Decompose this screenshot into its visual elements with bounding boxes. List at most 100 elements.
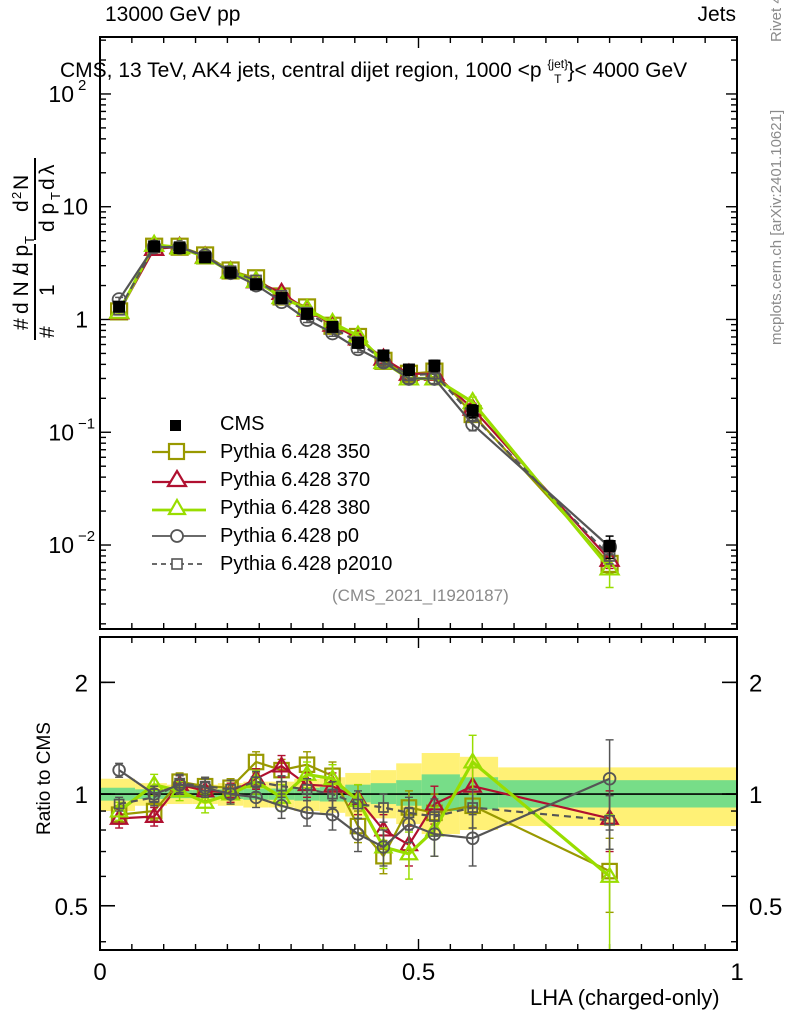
ratio-y-tick-label: 2 (749, 670, 762, 697)
legend-label: Pythia 6.428 370 (220, 468, 371, 491)
data-marker-circle (351, 827, 365, 841)
legend-label: Pythia 6.428 380 (220, 496, 371, 519)
data-marker-square-small (467, 802, 478, 813)
xaxis-label: LHA (charged-only) (530, 985, 720, 1010)
data-marker-square-small (301, 783, 313, 795)
x-tick-label: 0.5 (402, 959, 435, 986)
ratio-y-tick-label: 1 (75, 782, 88, 809)
legend-label: CMS (220, 412, 265, 435)
svg-text:1: 1 (36, 284, 59, 296)
data-marker-cms (402, 363, 415, 376)
data-marker-cms (250, 278, 263, 291)
plot-title-subscript: T (554, 72, 562, 86)
data-marker-cms (301, 307, 314, 320)
header-beam-label: 13000 GeV pp (105, 3, 241, 26)
main-yaxis-label: d 2 N d p T d λ # d N / d p T 1 # (6, 40, 70, 340)
data-marker-cms (275, 292, 288, 305)
legend-swatch-p380 (152, 497, 206, 516)
svg-text:N: N (10, 175, 33, 190)
data-marker-cms (224, 266, 237, 279)
data-marker-square-small (327, 788, 338, 800)
data-marker-square-small (250, 776, 262, 788)
legend-item[interactable]: Pythia 6.428 350 (150, 438, 392, 466)
main-series (113, 240, 616, 560)
legend-item[interactable]: Pythia 6.428 370 (150, 466, 392, 494)
svg-text:T: T (48, 192, 63, 200)
data-marker-cms (199, 251, 212, 264)
plot-title-superscript: {jet} (547, 57, 569, 71)
data-marker-triangle (599, 866, 620, 883)
main-y-tick-label: 10 (48, 81, 74, 107)
data-marker-circle (602, 771, 617, 786)
data-marker-square-small (225, 783, 236, 795)
data-marker-square-small (113, 798, 125, 810)
data-marker-cms (466, 404, 479, 417)
legend-item[interactable]: Pythia 6.428 p0 (150, 522, 392, 550)
data-marker-square-small (199, 780, 211, 792)
data-marker-cms (148, 240, 161, 253)
legend-item[interactable]: CMS (150, 410, 392, 438)
ratio-series (109, 734, 620, 951)
ratio-y-tick-label: 1 (749, 782, 762, 809)
x-tick-label: 1 (730, 959, 743, 986)
data-marker-circle (325, 807, 340, 822)
main-y-tick-label: 1 (75, 306, 88, 332)
header-category-label: Jets (697, 3, 736, 26)
legend-item[interactable]: Pythia 6.428 380 (150, 494, 392, 522)
svg-text:d N /: d N / (10, 269, 33, 314)
data-marker-square-small (174, 777, 185, 789)
data-marker-square-small (276, 780, 287, 792)
data-marker-cms (173, 242, 186, 255)
main-y-tick-label: 10 (48, 532, 74, 558)
data-marker-circle (376, 840, 391, 854)
svg-text:2: 2 (9, 192, 24, 199)
analysis-id-watermark: (CMS_2021_I1920187) (332, 586, 509, 605)
plot-title-tail: }< 4000 GeV (567, 59, 688, 82)
data-marker-square-small (352, 798, 364, 810)
data-marker-cms (603, 540, 616, 553)
plot-title: CMS, 13 TeV, AK4 jets, central dijet reg… (60, 57, 688, 86)
svg-text:d p: d p (10, 245, 33, 274)
svg-text:#: # (10, 318, 33, 330)
data-marker-triangle (109, 800, 130, 818)
legend-swatch-p350 (152, 442, 206, 461)
main-y-tick-label-exponent: −1 (78, 415, 95, 432)
data-marker-circle (300, 806, 314, 820)
svg-text:d: d (36, 178, 59, 190)
ratio-y-tick-label: 0.5 (55, 894, 88, 921)
legend-label: Pythia 6.428 p2010 (220, 552, 393, 575)
data-marker-circle (274, 799, 289, 813)
x-tick-label: 0 (93, 959, 106, 986)
svg-text:d: d (10, 200, 33, 212)
main-y-tick-label: 10 (48, 419, 74, 445)
main-y-tick-label: 10 (62, 194, 88, 220)
legend-item[interactable]: Pythia 6.428 p2010 (150, 550, 392, 578)
legend: CMS Pythia 6.428 350 Pythia 6.428 370 Py… (150, 410, 392, 578)
plot-title-main: CMS, 13 TeV, AK4 jets, central dijet reg… (60, 59, 542, 82)
data-marker-circle (112, 763, 126, 777)
main-y-tick-label-exponent: −2 (78, 528, 95, 545)
data-marker-circle (465, 831, 480, 846)
data-marker-cms (326, 320, 339, 333)
legend-label: Pythia 6.428 p0 (220, 524, 359, 547)
data-marker-cms (113, 300, 126, 313)
svg-text:T: T (22, 236, 37, 244)
data-marker-square-small (403, 807, 415, 819)
data-marker-square-small (378, 802, 389, 813)
main-y-tick-label-exponent: 2 (78, 77, 86, 94)
data-marker-cms (428, 359, 441, 372)
data-marker-triangle (598, 557, 621, 576)
ratio-panel-frame (99, 636, 738, 951)
ratio-series (113, 770, 615, 850)
legend-swatch-cms (170, 420, 181, 431)
data-marker-triangle (271, 755, 292, 773)
data-marker-triangle (144, 806, 165, 824)
data-marker-triangle (462, 751, 483, 769)
ratio-y-tick-label: 2 (75, 670, 88, 697)
ratio-y-tick-label: 0.5 (749, 894, 782, 921)
svg-text:#: # (36, 326, 59, 338)
legend-swatch-p0 (152, 529, 206, 543)
legend-swatch-p370 (152, 468, 206, 488)
